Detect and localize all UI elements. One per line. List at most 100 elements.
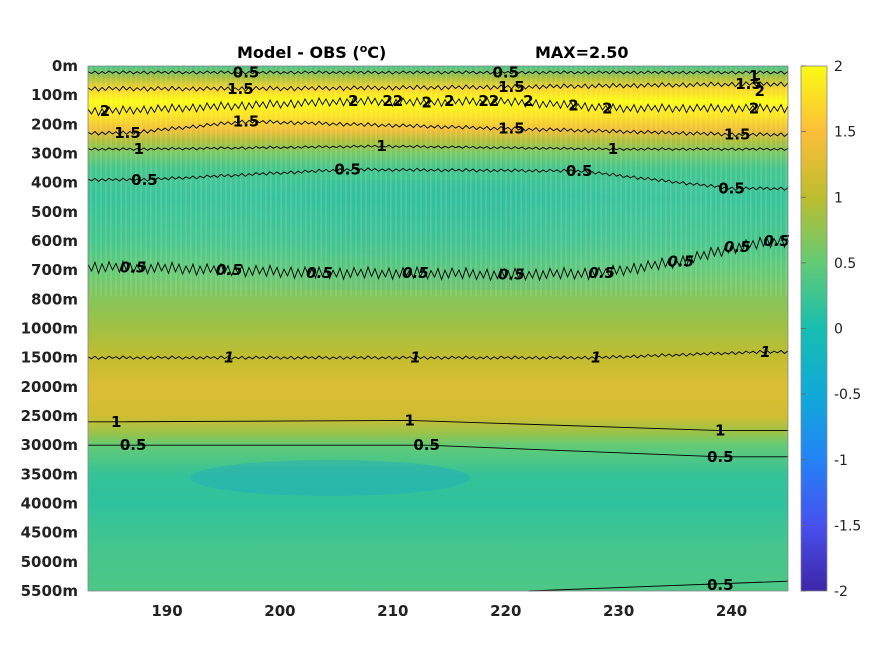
contour-label: 2 (523, 92, 533, 110)
contour-line-0.5-surface (87, 70, 789, 75)
x-tick-label: 210 (377, 602, 408, 620)
colorbar-tick-label: -2 (834, 584, 848, 600)
colorbar-ticks: 2 1.5 1 0.5 0 -0.5 -1 -1.5 -2 (801, 59, 861, 600)
y-tick-label: 1500m (21, 349, 78, 367)
colorbar-tick-label: 1 (834, 190, 843, 206)
contour-label: 1.5 (227, 80, 254, 98)
contour-label: 0.5 (233, 63, 260, 81)
y-tick-label: 600m (31, 232, 78, 250)
plot-area: 0.50.511.51.51.522222222222221.51.51.51.… (87, 63, 790, 594)
contour-label: 0.5 (763, 232, 790, 250)
contour-label: 1 (111, 413, 121, 431)
contour-label: 1 (608, 140, 618, 158)
contour-label: 1.5 (114, 124, 141, 142)
contour-lines (87, 70, 789, 592)
colorbar-tick-label: -1.5 (834, 518, 861, 534)
y-tick-label: 700m (31, 261, 78, 279)
contour-label: 2 (421, 93, 431, 111)
x-axis-ticks: 190 200 210 220 230 240 (151, 602, 747, 620)
colorbar-tick-label: 1.5 (834, 125, 856, 141)
y-tick-label: 4000m (21, 495, 78, 513)
y-tick-label: 200m (31, 115, 78, 133)
contour-label: 0.5 (334, 161, 361, 179)
contour-label: 0.5 (492, 63, 519, 81)
y-tick-label: 3000m (21, 436, 78, 454)
contour-label: 0.5 (402, 264, 429, 282)
contour-label: 0.5 (306, 264, 333, 282)
colorbar-tick-label: -1 (834, 453, 848, 469)
contour-line-2 (87, 95, 789, 117)
contour-label: 2 (749, 99, 759, 117)
chart-title: Model - OBS (oC) (237, 42, 386, 62)
y-tick-label: 5500m (21, 582, 78, 600)
y-axis-ticks: 0m 100m 200m 300m 400m 500m 600m 700m 800m 1000m 1… (21, 57, 78, 600)
contour-line-1-abyssal (88, 419, 788, 432)
contour-label: 1 (410, 349, 420, 367)
plot-frame (87, 65, 789, 592)
contour-line-0.5-mid (87, 234, 789, 282)
contour-labels: 0.50.511.51.51.522222222222221.51.51.51.… (100, 63, 790, 594)
contour-label: 2 (444, 92, 454, 110)
contour-label: 0.5 (216, 261, 243, 279)
contour-label: 1 (134, 140, 144, 158)
contour-label: 0.5 (707, 448, 734, 466)
contour-label: 2 (755, 82, 765, 100)
heatmap-stripe-texture (88, 66, 788, 296)
colorbar-tick-label: -0.5 (834, 387, 861, 403)
contour-line-1.5 (87, 119, 789, 138)
y-tick-label: 2000m (21, 378, 78, 396)
contour-label: 0.5 (131, 171, 158, 189)
max-label: MAX=2.50 (535, 43, 629, 62)
contour-label: 0.5 (413, 436, 440, 454)
contour-label: 1.5 (233, 112, 260, 130)
contour-label: 2 (568, 96, 578, 114)
contour-label: 2 (100, 102, 110, 120)
contour-label: 0.5 (498, 266, 525, 284)
contour-label: 0.5 (120, 436, 147, 454)
contour-label: 1 (749, 67, 759, 85)
contour-label: 22 (478, 92, 499, 110)
x-tick-label: 200 (264, 602, 295, 620)
contour-label: 1 (760, 343, 770, 361)
contour-label: 1.5 (735, 75, 762, 93)
x-tick-label: 190 (151, 602, 182, 620)
y-tick-label: 100m (31, 86, 78, 104)
y-tick-label: 2500m (21, 407, 78, 425)
y-tick-label: 500m (31, 203, 78, 221)
contour-label: 1.5 (724, 126, 751, 144)
contour-label: 0.5 (588, 264, 615, 282)
contour-line-1.5-upper (87, 81, 789, 92)
contour-label: 0.5 (718, 180, 745, 198)
colorbar-tick-label: 0 (834, 322, 843, 338)
deep-cool-patch (190, 460, 470, 496)
contour-line-0.5-thermocline (87, 167, 789, 191)
colorbar: 2 1.5 1 0.5 0 -0.5 -1 -1.5 -2 (800, 59, 861, 600)
y-tick-label: 1000m (21, 320, 78, 338)
contour-label: 2 (348, 92, 358, 110)
contour-line-1 (87, 144, 789, 151)
contour-line-0.5-bottom (528, 580, 789, 592)
chart-title-unit: C) (367, 43, 386, 62)
contour-label: 1.5 (498, 120, 525, 138)
y-tick-label: 300m (31, 145, 78, 163)
contour-label: 1 (591, 349, 601, 367)
contour-label: 0.5 (707, 576, 734, 594)
y-tick-label: 400m (31, 174, 78, 192)
y-tick-label: 4500m (21, 524, 78, 542)
contour-label: 1 (376, 137, 386, 155)
x-tick-label: 230 (603, 602, 634, 620)
contour-label: 2 (602, 99, 612, 117)
colorbar-tick-label: 2 (834, 59, 843, 75)
contour-line-1-deep (87, 349, 789, 360)
contour-label: 0.5 (566, 162, 593, 180)
contour-label: 0.5 (667, 252, 694, 270)
contour-line-0.5-abyssal (88, 444, 788, 458)
contour-label: 1 (224, 349, 234, 367)
contour-label: 1 (405, 411, 415, 429)
contour-label: 0.5 (724, 238, 751, 256)
chart-title-degree: o (360, 42, 368, 55)
y-tick-label: 3500m (21, 465, 78, 483)
contour-label: 1 (715, 422, 725, 440)
contour-label: 0.5 (120, 258, 147, 276)
